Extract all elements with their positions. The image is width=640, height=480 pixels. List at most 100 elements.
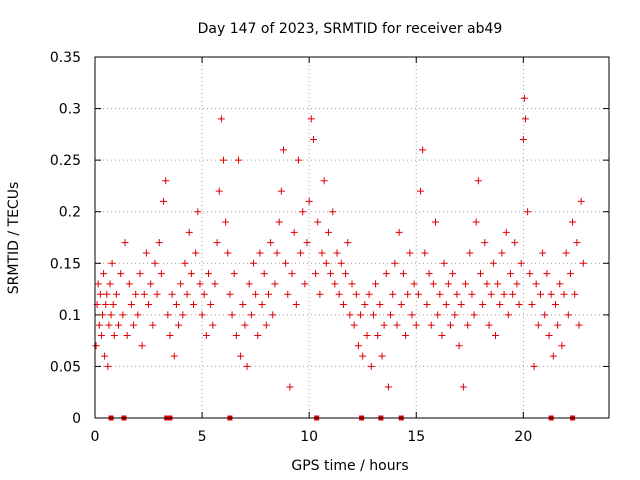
- y-tick-label: 0.05: [50, 359, 81, 375]
- data-point: [166, 331, 174, 339]
- data-point: [372, 280, 380, 288]
- data-point: [314, 218, 322, 226]
- data-point: [303, 239, 311, 247]
- data-point: [299, 208, 307, 216]
- data-point: [147, 280, 155, 288]
- data-point: [361, 301, 369, 309]
- y-tick-label: 0.15: [50, 256, 81, 272]
- data-point: [222, 218, 230, 226]
- data-point: [309, 136, 317, 144]
- data-point: [269, 311, 277, 319]
- data-point: [474, 177, 482, 185]
- data-point: [451, 311, 459, 319]
- data-point: [224, 249, 232, 257]
- data-point: [466, 249, 474, 257]
- data-point: [520, 94, 528, 102]
- data-point: [123, 331, 131, 339]
- data-point: [515, 301, 523, 309]
- data-point: [192, 249, 200, 257]
- data-point: [352, 290, 360, 298]
- data-point: [106, 280, 114, 288]
- data-point: [112, 290, 120, 298]
- data-point: [209, 321, 217, 329]
- data-point: [108, 259, 116, 267]
- data-point: [369, 311, 377, 319]
- data-point: [211, 280, 219, 288]
- data-point: [179, 311, 187, 319]
- data-point: [157, 270, 165, 278]
- data-point: [312, 270, 320, 278]
- data-point: [477, 270, 484, 278]
- data-point: [365, 290, 373, 298]
- data-point: [243, 362, 251, 370]
- data-point: [393, 321, 401, 329]
- data-point: [419, 146, 427, 154]
- data-point: [524, 208, 532, 216]
- data-point: [556, 280, 564, 288]
- data-point: [104, 362, 112, 370]
- data-point: [327, 270, 335, 278]
- x-axis-label: GPS time / hours: [291, 458, 408, 474]
- data-point: [239, 301, 247, 309]
- data-point: [500, 290, 508, 298]
- data-point: [172, 301, 180, 309]
- data-point: [453, 290, 461, 298]
- data-point: [423, 301, 431, 309]
- data-point: [455, 342, 463, 350]
- data-point: [230, 270, 238, 278]
- y-tick-label: 0: [72, 411, 81, 427]
- data-point: [256, 249, 264, 257]
- data-point: [481, 239, 489, 247]
- data-point: [316, 290, 324, 298]
- data-point: [511, 239, 519, 247]
- data-point: [363, 331, 371, 339]
- data-point: [354, 342, 362, 350]
- data-point: [491, 331, 499, 339]
- data-point: [389, 290, 397, 298]
- data-point: [202, 331, 210, 339]
- data-point: [421, 249, 429, 257]
- y-tick-label: 0.2: [59, 205, 81, 221]
- data-point: [175, 321, 183, 329]
- data-point: [569, 218, 577, 226]
- data-point: [142, 249, 150, 257]
- data-point: [483, 280, 491, 288]
- data-point: [429, 280, 437, 288]
- data-point: [279, 146, 287, 154]
- data-point: [320, 177, 328, 185]
- data-point: [410, 280, 418, 288]
- data-point: [494, 280, 502, 288]
- y-tick-label: 0.25: [50, 153, 81, 169]
- data-point: [119, 311, 127, 319]
- data-point: [395, 228, 403, 236]
- data-point: [205, 270, 213, 278]
- data-point: [322, 259, 330, 267]
- data-point: [417, 187, 425, 195]
- data-point: [447, 321, 455, 329]
- data-point: [519, 136, 527, 144]
- data-point: [564, 311, 572, 319]
- data-point: [181, 259, 189, 267]
- data-point: [226, 290, 234, 298]
- data-point: [436, 290, 444, 298]
- data-point: [301, 280, 309, 288]
- x-tick-label: 0: [91, 429, 100, 445]
- data-point: [414, 290, 422, 298]
- data-point: [228, 311, 236, 319]
- data-point: [96, 290, 104, 298]
- data-point: [459, 383, 467, 391]
- data-point: [324, 228, 332, 236]
- data-point: [498, 249, 506, 257]
- data-point: [571, 290, 579, 298]
- data-point: [348, 280, 356, 288]
- data-point: [98, 311, 106, 319]
- data-point: [95, 321, 103, 329]
- data-point: [579, 259, 587, 267]
- data-point: [408, 311, 416, 319]
- data-point: [247, 311, 255, 319]
- data-point: [521, 115, 529, 123]
- data-point: [554, 321, 562, 329]
- data-point: [145, 301, 153, 309]
- data-point: [105, 321, 113, 329]
- data-point: [196, 280, 204, 288]
